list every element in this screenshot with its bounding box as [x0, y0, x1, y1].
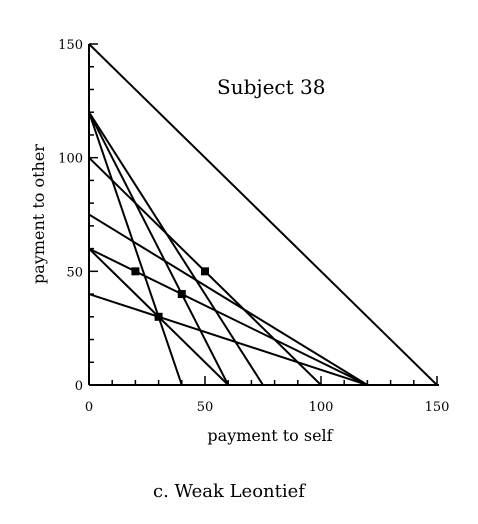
budget-line-4 — [88, 293, 368, 386]
tick-labels: 0 50 100 150 0 50 100 150 — [58, 38, 449, 415]
budget-line-6 — [88, 111, 264, 386]
choice-point-1 — [131, 267, 140, 276]
budget-line-2 — [88, 213, 368, 386]
x-tick-label-100: 100 — [309, 400, 334, 415]
choice-point-4 — [154, 312, 163, 321]
x-tick-label-50: 50 — [197, 400, 214, 415]
axes — [88, 43, 439, 386]
y-tick-label-150: 150 — [58, 38, 83, 53]
choice-point-3 — [177, 290, 186, 299]
y-tick-label-0: 0 — [75, 379, 83, 394]
y-tick-label-100: 100 — [58, 152, 83, 167]
budget-line-7 — [88, 111, 230, 386]
budget-line-9 — [88, 111, 183, 386]
budget-line-1 — [88, 43, 438, 386]
x-tick-label-0: 0 — [85, 400, 93, 415]
x-tick-label-150: 150 — [425, 400, 450, 415]
choice-points — [131, 267, 209, 321]
budget-line-3 — [88, 247, 368, 386]
figure-caption: c. Weak Leontief — [153, 481, 306, 502]
subject-annotation: Subject 38 — [217, 75, 325, 99]
y-tick-label-50: 50 — [66, 265, 83, 280]
choice-point-2 — [201, 267, 209, 276]
x-axis-label: payment to self — [207, 426, 333, 445]
y-axis-label: payment to other — [29, 144, 48, 284]
